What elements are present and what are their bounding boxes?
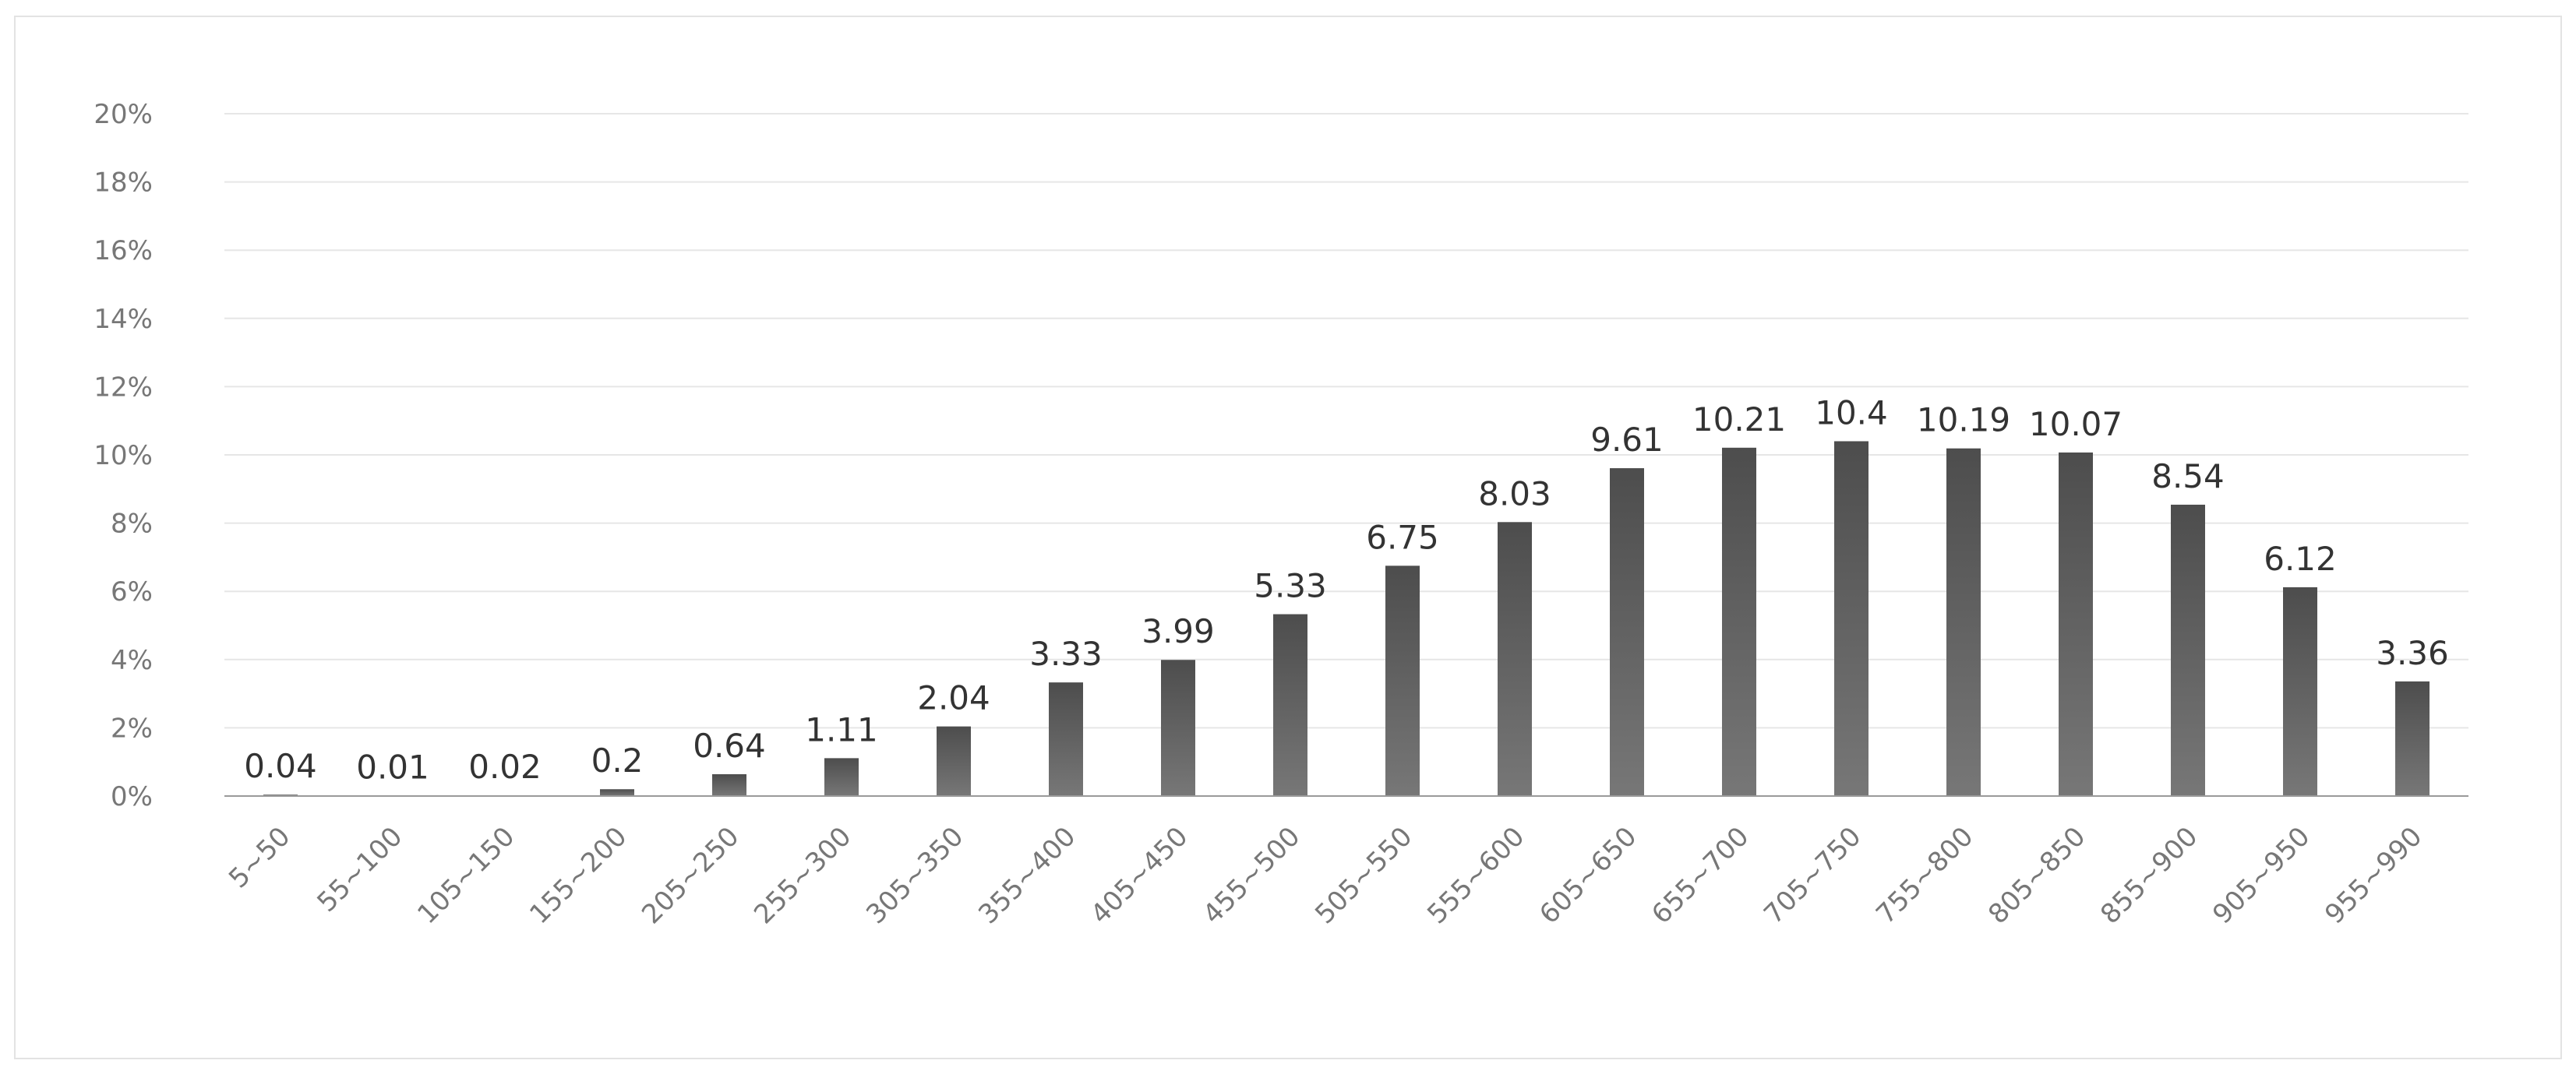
bars xyxy=(263,441,2430,796)
data-label: 9.61 xyxy=(1590,421,1664,459)
data-label: 8.54 xyxy=(2151,457,2225,495)
y-tick-label: 14% xyxy=(94,304,153,335)
data-label: 6.75 xyxy=(1366,518,1439,556)
bar-555~600 xyxy=(1498,522,1532,796)
x-tick-label: 405~450 xyxy=(1085,821,1194,930)
data-label: 8.03 xyxy=(1478,474,1551,513)
bar-255~300 xyxy=(824,758,859,796)
x-tick-label: 605~650 xyxy=(1533,821,1643,930)
bar-355~400 xyxy=(1049,682,1083,796)
x-tick-label: 705~750 xyxy=(1758,821,1867,930)
x-tick-label: 255~300 xyxy=(748,821,857,930)
y-tick-label: 8% xyxy=(111,509,153,540)
bar-655~700 xyxy=(1722,447,1756,796)
bar-955~990 xyxy=(2395,681,2430,796)
x-tick-label: 355~400 xyxy=(972,821,1082,930)
data-label: 5.33 xyxy=(1254,567,1327,605)
data-label: 0.64 xyxy=(693,727,766,765)
data-label: 2.04 xyxy=(917,679,990,717)
x-tick-label: 505~550 xyxy=(1309,821,1418,930)
y-tick-label: 6% xyxy=(111,576,153,608)
bar-505~550 xyxy=(1385,565,1420,796)
data-label: 3.99 xyxy=(1142,612,1215,650)
bar-805~850 xyxy=(2059,452,2093,796)
x-tick-label: 455~500 xyxy=(1197,821,1306,930)
data-label: 10.4 xyxy=(1815,393,1888,432)
x-tick-label: 155~200 xyxy=(524,821,633,930)
bar-205~250 xyxy=(712,773,746,796)
x-tick-label: 5~50 xyxy=(223,821,296,894)
y-tick-label: 16% xyxy=(94,235,153,266)
x-tick-label: 805~850 xyxy=(1982,821,2091,930)
x-tick-label: 105~150 xyxy=(411,821,520,930)
data-label: 10.21 xyxy=(1692,400,1786,439)
data-label: 1.11 xyxy=(805,710,878,749)
bar-405~450 xyxy=(1161,660,1195,796)
chart-frame xyxy=(14,16,2562,1059)
x-tick-label: 955~990 xyxy=(2319,821,2428,930)
x-tick-label: 855~900 xyxy=(2094,821,2204,930)
y-tick-label: 0% xyxy=(111,781,153,812)
x-tick-label: 905~950 xyxy=(2207,821,2316,930)
x-tick-label: 55~100 xyxy=(311,821,408,918)
y-axis-ticks: 0% 2% 4% 6% 8% 10% 12% 14% 16% 18% 20% xyxy=(94,99,153,812)
y-tick-label: 12% xyxy=(94,372,153,403)
bar-605~650 xyxy=(1610,468,1644,796)
x-tick-label: 305~350 xyxy=(860,821,969,930)
data-label: 0.2 xyxy=(591,742,644,780)
data-label: 0.01 xyxy=(356,749,429,787)
bar-755~800 xyxy=(1946,448,1981,796)
y-tick-label: 10% xyxy=(94,440,153,471)
data-label: 0.02 xyxy=(468,748,542,786)
data-label: 3.33 xyxy=(1029,635,1103,673)
gridlines xyxy=(224,113,2468,729)
y-tick-label: 4% xyxy=(111,645,153,676)
y-tick-label: 20% xyxy=(94,99,153,130)
data-label: 3.36 xyxy=(2376,634,2449,672)
y-tick-label: 18% xyxy=(94,167,153,199)
bar-155~200 xyxy=(600,789,634,796)
data-label: 10.07 xyxy=(2029,405,2123,443)
bar-855~900 xyxy=(2171,504,2205,796)
x-axis-ticks: 5~50 55~100 105~150 155~200 205~250 255~300 30… xyxy=(223,821,2428,930)
data-label: 0.04 xyxy=(244,747,317,785)
bar-305~350 xyxy=(937,726,971,796)
data-label: 10.19 xyxy=(1917,401,2010,439)
data-labels: 0.04 0.01 0.02 0.2 0.64 1.11 2.04 3.33 3.99 5.33 6… xyxy=(244,393,2449,786)
bar-905~950 xyxy=(2283,587,2317,796)
x-tick-label: 755~800 xyxy=(1870,821,1979,930)
data-label: 6.12 xyxy=(2264,540,2337,578)
x-tick-label: 555~600 xyxy=(1421,821,1530,930)
bar-455~500 xyxy=(1273,614,1307,796)
bar-705~750 xyxy=(1834,441,1868,796)
x-tick-label: 655~700 xyxy=(1646,821,1755,930)
y-tick-label: 2% xyxy=(111,713,153,744)
x-tick-label: 205~250 xyxy=(636,821,745,930)
